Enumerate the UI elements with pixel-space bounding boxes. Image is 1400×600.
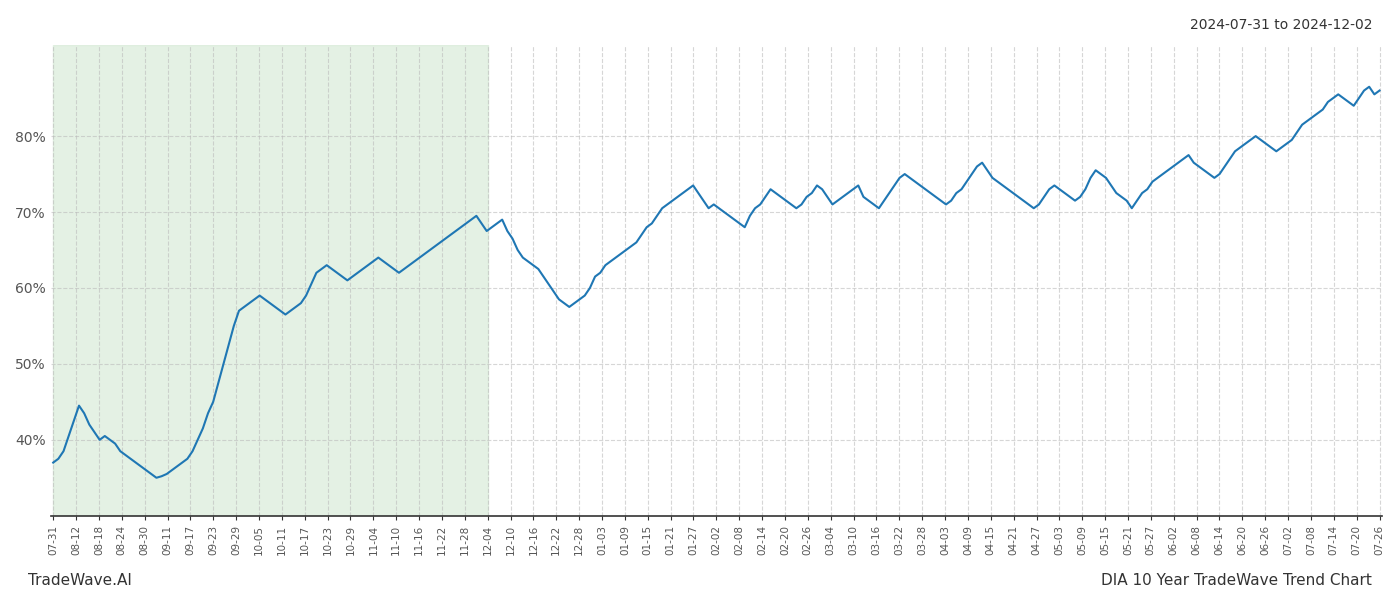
Text: DIA 10 Year TradeWave Trend Chart: DIA 10 Year TradeWave Trend Chart [1102,573,1372,588]
Text: TradeWave.AI: TradeWave.AI [28,573,132,588]
Text: 2024-07-31 to 2024-12-02: 2024-07-31 to 2024-12-02 [1190,18,1372,32]
Bar [53,45,487,516]
